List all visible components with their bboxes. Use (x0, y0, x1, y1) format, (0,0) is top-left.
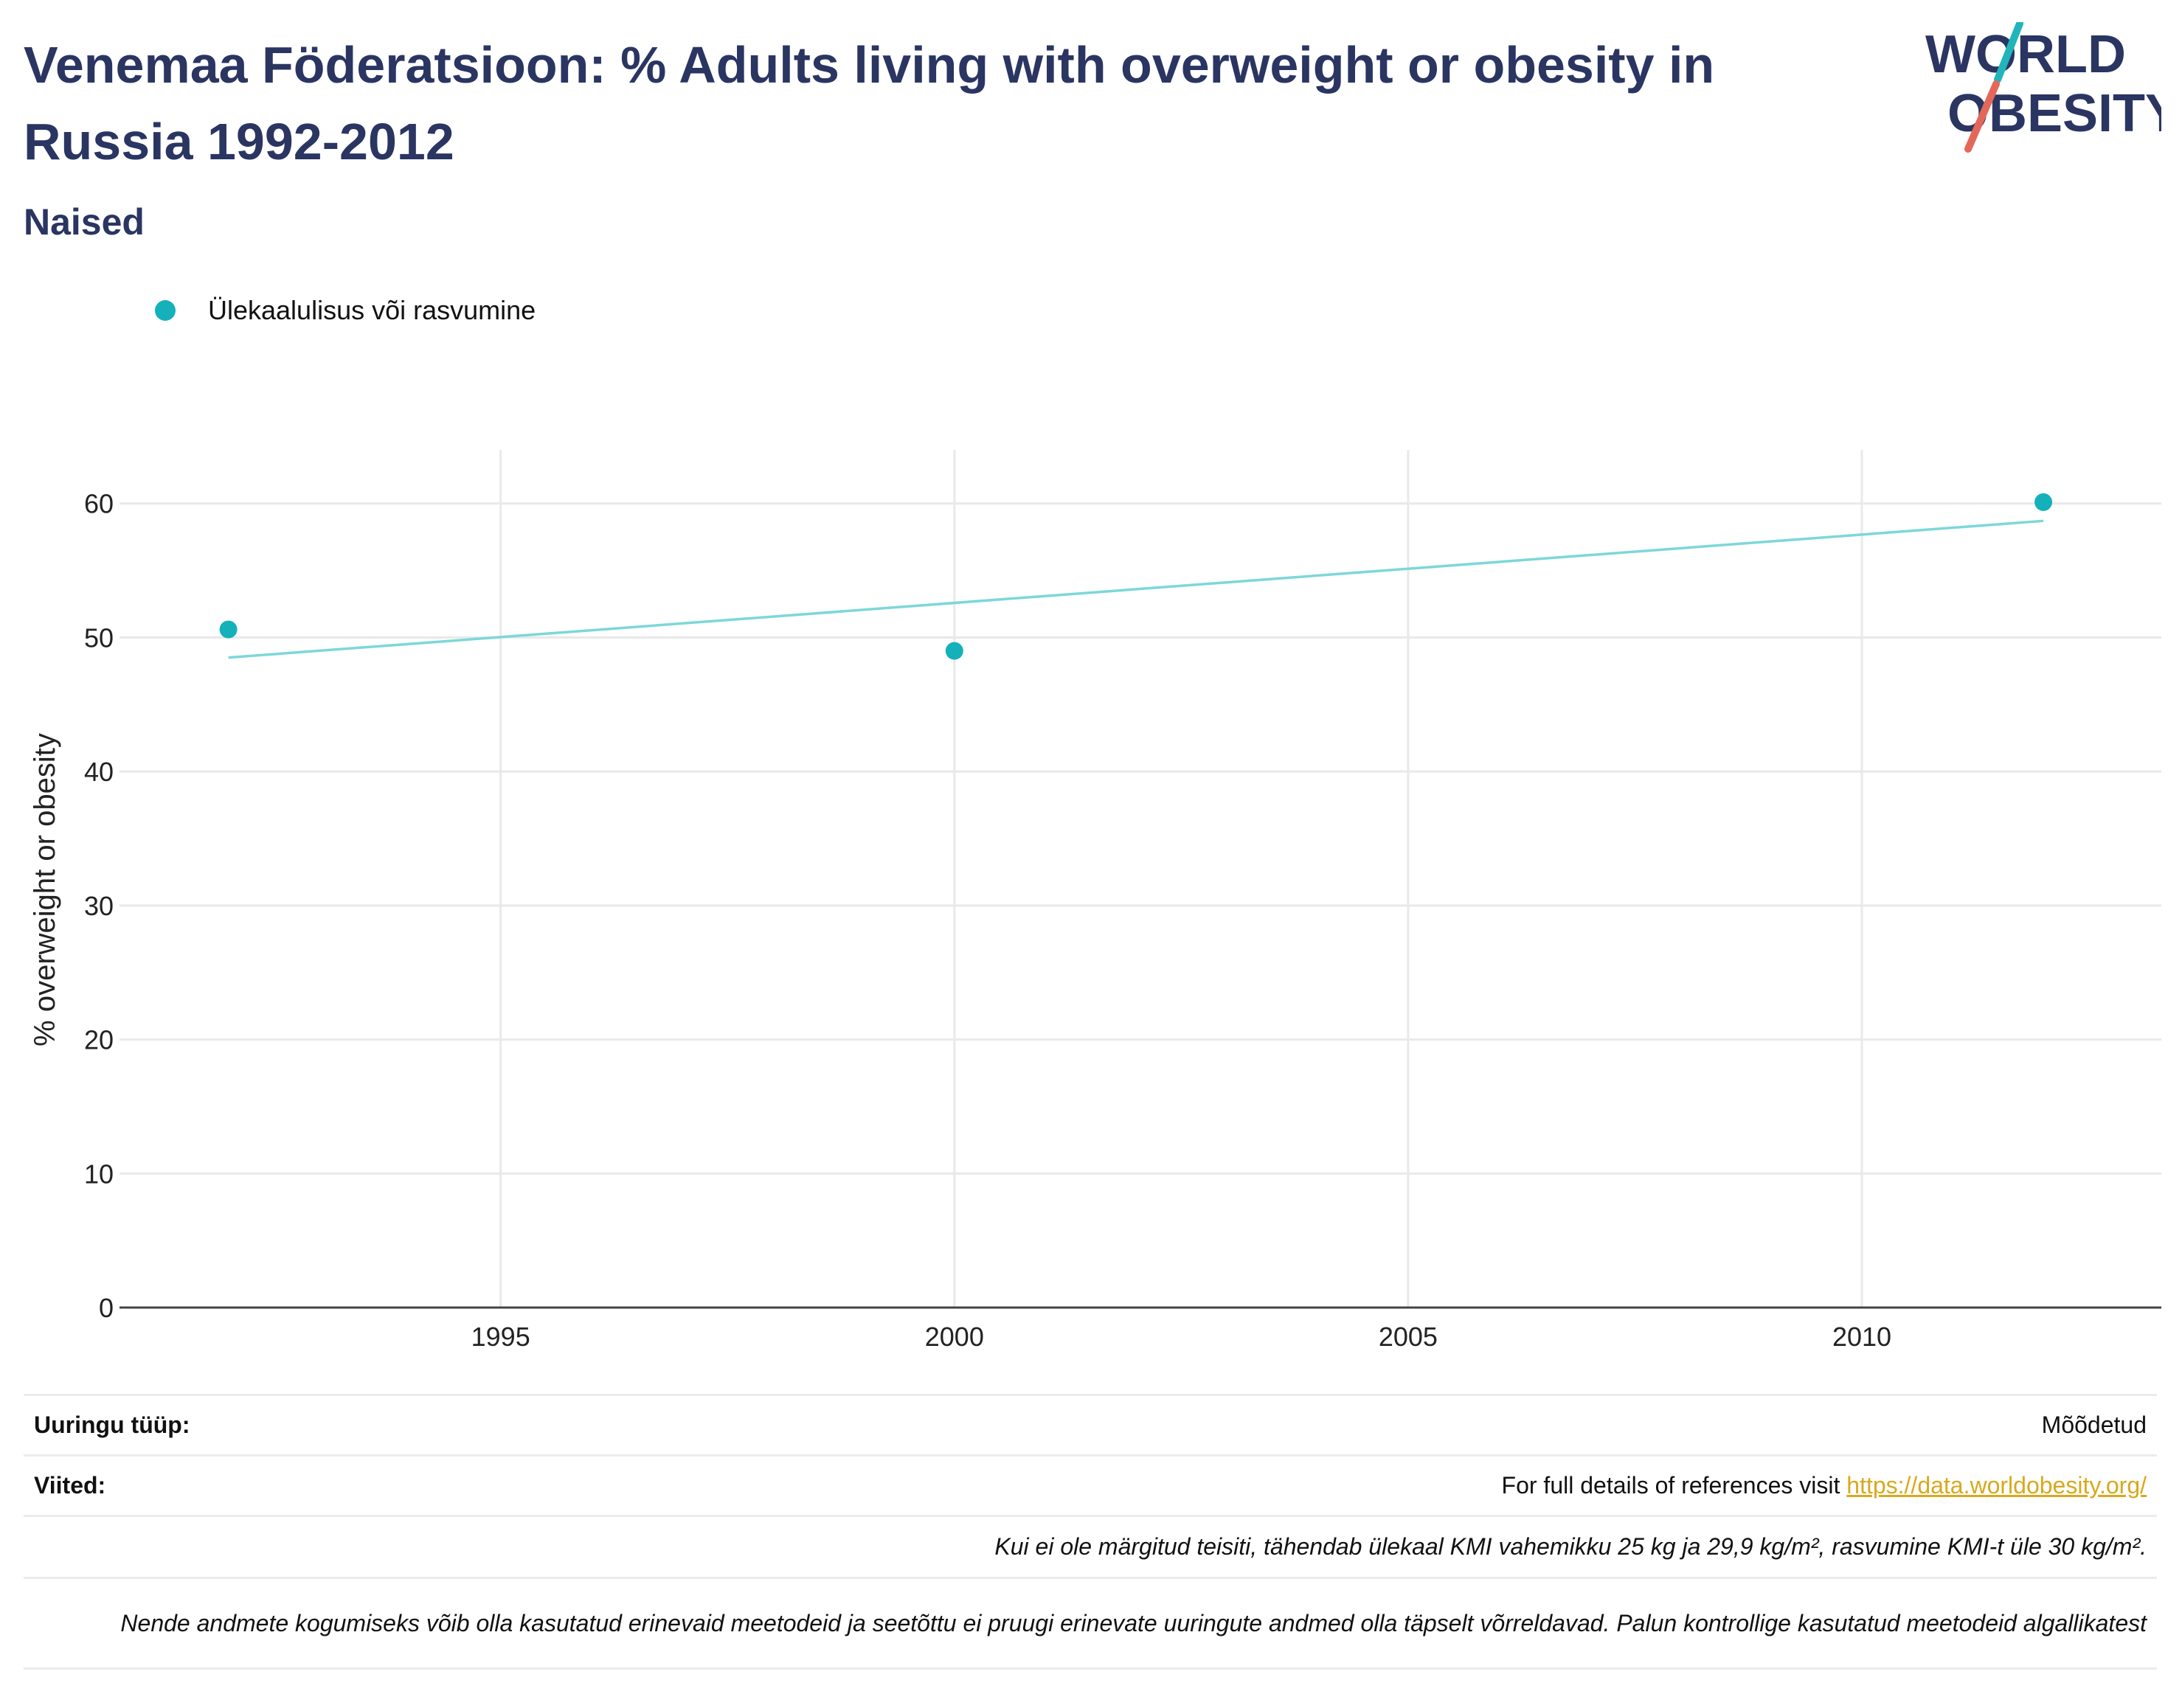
logo-slash-coral (1964, 80, 2000, 153)
references-row: Viited: For full details of references v… (24, 1454, 2157, 1515)
survey-type-value: Mõõdetud (2041, 1412, 2147, 1438)
methods-note: Nende andmete kogumiseks võib olla kasut… (120, 1610, 2147, 1636)
references-text: For full details of references visit (1501, 1472, 1847, 1499)
legend-label: Ülekaalulisus või rasvumine (208, 295, 536, 325)
data-point-2012 (2034, 493, 2053, 511)
trend-line (228, 519, 2044, 659)
chart-subtitle: Naised (24, 201, 145, 243)
y-tick-label-50: 50 (84, 622, 114, 653)
data-point-2000 (945, 642, 963, 660)
info-table: Uuringu tüüp: Mõõdetud Viited: For full … (24, 1394, 2157, 1670)
y-tick-label-60: 60 (84, 489, 114, 519)
scatter-chart: 0 10 20 30 40 50 60 1995 2000 2005 2010 % overweigh… (29, 450, 2161, 1352)
y-tick-label-40: 40 (84, 757, 114, 787)
x-tick-label-2010: 2010 (1832, 1322, 1891, 1352)
y-tick-label-10: 10 (84, 1159, 114, 1189)
data-point-1992 (219, 620, 238, 639)
methods-note-row: Nende andmete kogumiseks võib olla kasut… (24, 1577, 2157, 1670)
chart-title: Venemaa Föderatsioon: % Adults living wi… (24, 36, 1715, 170)
y-tick-label-30: 30 (84, 891, 114, 921)
logo-line-1: WORLD (1925, 25, 2126, 84)
survey-type-row: Uuringu tüüp: Mõõdetud (24, 1394, 2157, 1454)
y-tick-label-20: 20 (84, 1025, 114, 1055)
x-tick-label-2005: 2005 (1379, 1322, 1438, 1352)
survey-type-label: Uuringu tüüp: (34, 1412, 190, 1438)
references-value: For full details of references visit htt… (1502, 1472, 2147, 1499)
world-obesity-logo: WORLD OBESITY (1925, 22, 2161, 153)
legend-marker (155, 300, 176, 321)
definition-note-row: Kui ei ole märgitud teisiti, tähendab ül… (24, 1515, 2157, 1577)
definition-note: Kui ei ole märgitud teisiti, tähendab ül… (994, 1533, 2147, 1560)
x-tick-label-2000: 2000 (925, 1322, 984, 1352)
chart-legend[interactable]: Ülekaalulisus või rasvumine (155, 295, 536, 326)
references-label: Viited: (34, 1472, 106, 1499)
references-link[interactable]: https://data.worldobesity.org/ (1846, 1472, 2147, 1499)
y-tick-label-0: 0 (99, 1293, 114, 1323)
logo-slash-teal (1994, 22, 2023, 83)
x-tick-label-1995: 1995 (471, 1322, 530, 1352)
y-axis-title: % overweight or obesity (29, 733, 61, 1046)
